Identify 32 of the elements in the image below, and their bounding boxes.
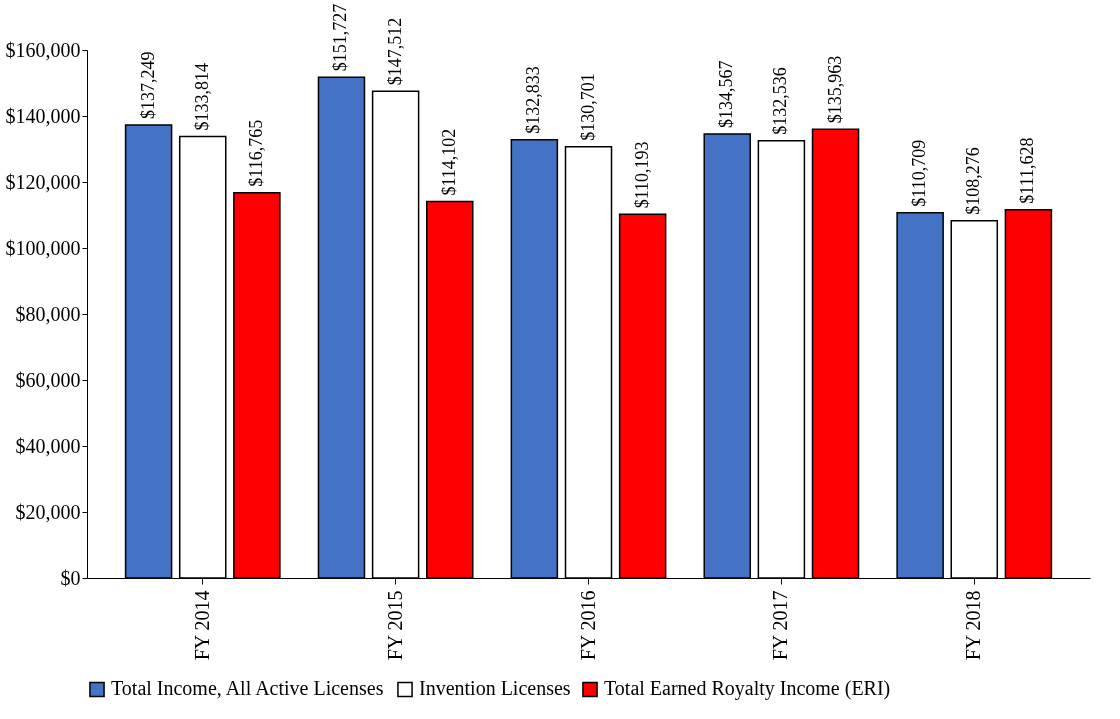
x-tick-label: FY 2018 <box>962 590 985 661</box>
data-label: $132,536 <box>770 67 791 135</box>
y-tick-label: $0 <box>60 566 81 589</box>
data-label: $108,276 <box>963 147 984 215</box>
y-tick-label: $20,000 <box>15 500 81 523</box>
data-label: $116,765 <box>245 119 266 187</box>
legend-label: Total Income, All Active Licenses <box>111 677 384 700</box>
x-tick-label: FY 2016 <box>576 590 599 661</box>
legend-label: Invention Licenses <box>419 677 571 700</box>
data-label: $133,814 <box>191 62 212 131</box>
data-label: $110,193 <box>631 141 652 209</box>
data-label: $110,709 <box>909 139 930 207</box>
y-tick-label: $60,000 <box>15 368 81 391</box>
y-tick-label: $140,000 <box>5 104 81 127</box>
y-tick-label: $120,000 <box>5 170 81 193</box>
x-tick-label: FY 2015 <box>383 590 406 661</box>
data-label: $111,628 <box>1017 137 1038 204</box>
data-label: $114,102 <box>438 128 459 196</box>
data-label: $130,701 <box>577 73 598 141</box>
x-tick-label: FY 2014 <box>190 590 213 661</box>
data-label: $134,567 <box>716 60 737 128</box>
data-label: $135,963 <box>824 55 845 124</box>
data-label: $132,833 <box>523 66 544 134</box>
legend-label: Total Earned Royalty Income (ERI) <box>604 677 891 701</box>
x-tick-label: FY 2017 <box>769 590 792 661</box>
data-label: $147,512 <box>384 17 405 86</box>
y-tick-label: $80,000 <box>15 302 81 325</box>
y-tick-label: $160,000 <box>5 38 81 61</box>
data-label: $151,727 <box>330 3 351 72</box>
y-tick-label: $40,000 <box>15 434 81 457</box>
y-tick-label: $100,000 <box>5 236 81 259</box>
data-label: $137,249 <box>137 51 158 120</box>
